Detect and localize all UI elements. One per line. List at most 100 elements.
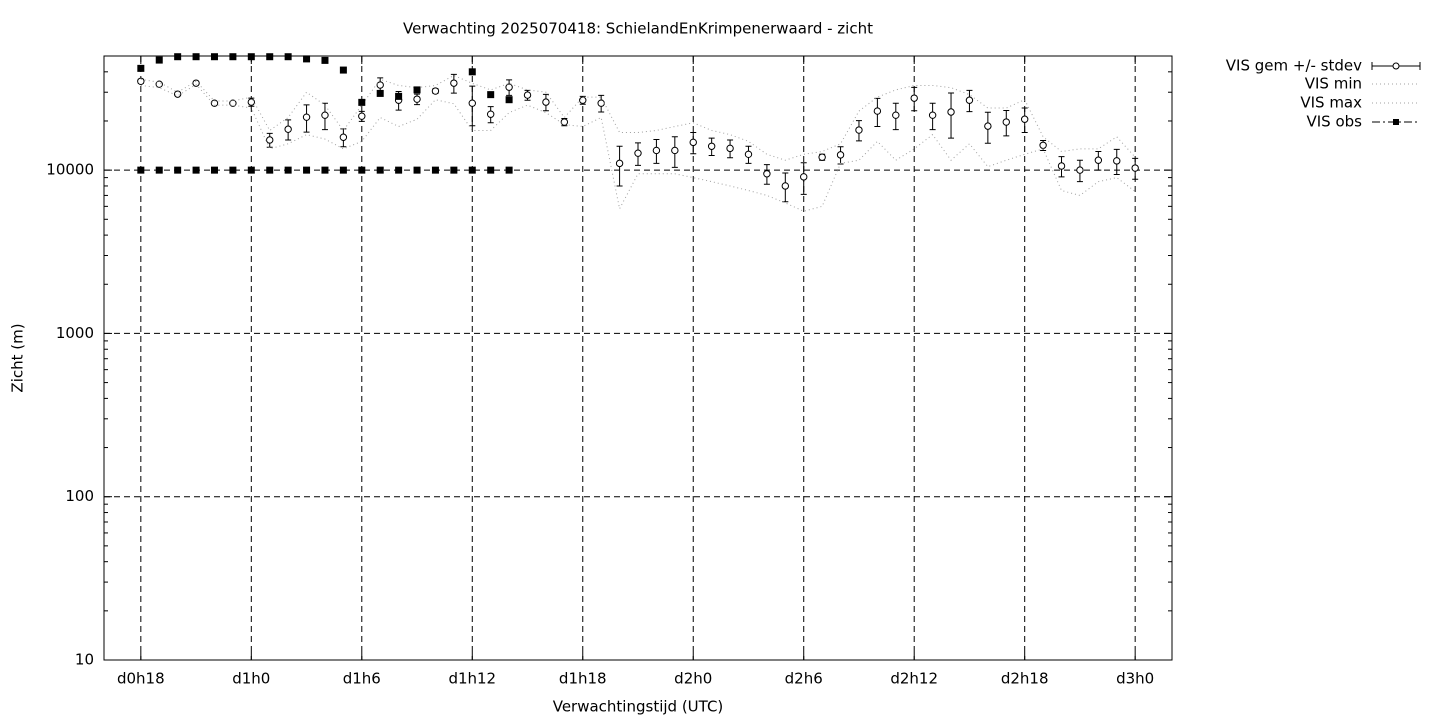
obs-point bbox=[395, 166, 403, 174]
obs-point bbox=[413, 166, 421, 174]
mean-point bbox=[486, 110, 495, 118]
legend-label: VIS gem +/- stdev bbox=[1226, 57, 1362, 75]
x-tick-label: d2h6 bbox=[785, 670, 823, 688]
obs-point bbox=[376, 89, 384, 97]
obs-point bbox=[505, 96, 513, 104]
mean-point bbox=[247, 98, 256, 106]
x-tick-label: d2h12 bbox=[890, 670, 938, 688]
mean-point bbox=[726, 144, 734, 153]
mean-point bbox=[1057, 162, 1066, 170]
x-tick-label: d1h6 bbox=[343, 670, 381, 688]
obs-point bbox=[155, 166, 163, 174]
mean-point bbox=[873, 107, 882, 115]
mean-point bbox=[192, 79, 200, 87]
mean-point bbox=[855, 126, 863, 134]
mean-point bbox=[579, 96, 587, 104]
obs-point bbox=[468, 166, 476, 174]
mean-point bbox=[965, 96, 974, 104]
obs-point bbox=[174, 166, 182, 174]
obs-point bbox=[284, 53, 292, 61]
mean-point bbox=[818, 153, 826, 161]
mean-point bbox=[1076, 166, 1084, 174]
obs-point bbox=[229, 53, 237, 61]
mean-point bbox=[689, 138, 697, 147]
obs-point bbox=[155, 56, 163, 64]
mean-point bbox=[284, 125, 292, 133]
mean-point bbox=[1020, 115, 1029, 123]
mean-point bbox=[652, 146, 661, 155]
mean-point bbox=[984, 122, 992, 130]
mean-point bbox=[155, 80, 163, 88]
y-tick-label: 1000 bbox=[56, 324, 94, 342]
obs-point bbox=[395, 92, 403, 100]
plot-frame bbox=[103, 55, 1173, 661]
obs-point bbox=[247, 53, 255, 61]
y-axis-label: Zicht (m) bbox=[9, 323, 27, 392]
mean-point bbox=[1113, 157, 1121, 165]
obs-point bbox=[321, 56, 329, 64]
legend-label: VIS min bbox=[1305, 75, 1362, 93]
obs-point bbox=[192, 53, 200, 61]
obs-point bbox=[505, 166, 513, 174]
mean-point bbox=[800, 173, 808, 181]
x-tick-label: d1h12 bbox=[448, 670, 496, 688]
mean-point bbox=[836, 151, 845, 159]
mean-point bbox=[431, 87, 440, 95]
mean-point bbox=[1131, 164, 1139, 172]
legend-label: VIS obs bbox=[1307, 113, 1363, 131]
legend-label: VIS max bbox=[1300, 94, 1362, 112]
mean-point bbox=[928, 111, 937, 119]
mean-point bbox=[763, 170, 771, 178]
mean-point bbox=[707, 142, 716, 150]
legend-symbol bbox=[1393, 119, 1399, 125]
mean-point bbox=[266, 136, 274, 144]
x-axis-label: Verwachtingstijd (UTC) bbox=[553, 698, 724, 716]
mean-point bbox=[173, 90, 182, 98]
obs-point bbox=[339, 66, 347, 74]
x-tick-label: d1h0 bbox=[232, 670, 270, 688]
mean-point bbox=[376, 81, 384, 89]
mean-point bbox=[744, 150, 753, 159]
mean-point bbox=[560, 118, 569, 126]
mean-point bbox=[781, 182, 790, 190]
mean-point bbox=[413, 95, 421, 103]
legend-symbol bbox=[1392, 62, 1400, 70]
mean-point bbox=[523, 91, 532, 99]
mean-point bbox=[358, 112, 366, 120]
obs-point bbox=[210, 53, 218, 61]
mean-point bbox=[302, 113, 311, 121]
mean-point bbox=[210, 99, 219, 107]
obs-point bbox=[229, 166, 237, 174]
obs-point bbox=[339, 166, 347, 174]
obs-point bbox=[266, 53, 274, 61]
mean-point bbox=[1002, 118, 1010, 126]
obs-point bbox=[192, 166, 200, 174]
obs-point bbox=[210, 166, 218, 174]
mean-point bbox=[468, 99, 476, 107]
obs-point bbox=[284, 166, 292, 174]
y-tick-label: 10000 bbox=[46, 161, 94, 179]
chart-title: Verwachting 2025070418: SchielandEnKrimp… bbox=[403, 20, 873, 38]
y-tick-label: 10 bbox=[75, 651, 94, 669]
mean-point bbox=[634, 149, 642, 157]
mean-point bbox=[910, 94, 918, 102]
mean-point bbox=[137, 77, 145, 85]
obs-point bbox=[174, 53, 182, 61]
range-line bbox=[140, 74, 1136, 161]
obs-point bbox=[468, 68, 476, 76]
obs-point bbox=[413, 86, 421, 94]
mean-point bbox=[597, 99, 605, 107]
mean-point bbox=[505, 83, 513, 91]
obs-point bbox=[303, 55, 311, 63]
obs-point bbox=[137, 166, 145, 174]
mean-point bbox=[892, 111, 900, 119]
obs-point bbox=[431, 166, 439, 174]
mean-point bbox=[321, 111, 329, 119]
x-tick-label: d2h18 bbox=[1001, 670, 1049, 688]
mean-point bbox=[1094, 156, 1103, 164]
obs-point bbox=[358, 166, 366, 174]
mean-point bbox=[339, 133, 348, 141]
obs-point bbox=[487, 166, 495, 174]
